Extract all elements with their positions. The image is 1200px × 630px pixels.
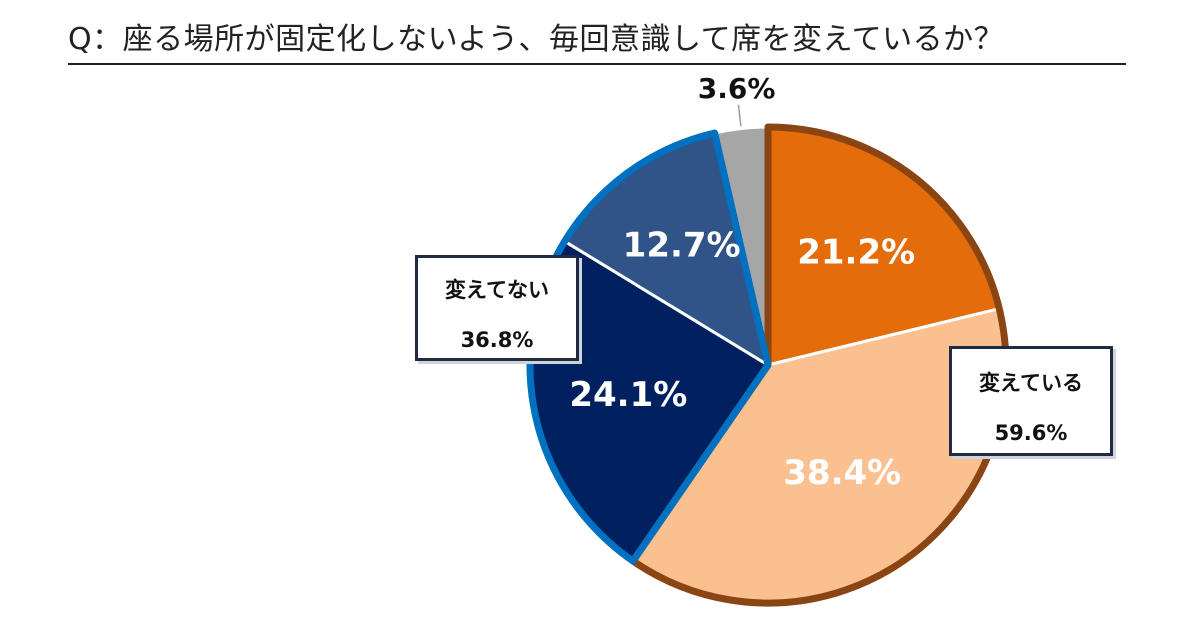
group-label-changing: 変えている [979,371,1083,395]
group-total-not-changing: 36.8% [460,328,534,352]
group-callout-not-changing: 変えてない 36.8% [415,255,579,361]
slice-label: 24.1% [569,375,687,415]
title-underline [68,63,1126,65]
group-label-not-changing: 変えてない [445,278,549,302]
slice-label: 3.6% [698,72,776,105]
group-callout-changing: 変えている 59.6% [949,346,1113,456]
leader-line [737,104,742,127]
slice-label: 38.4% [783,453,901,493]
chart-title: Q：座る場所が固定化しないよう、毎回意識して席を変えているか？ [68,22,1005,57]
group-total-changing: 59.6% [994,421,1068,445]
slice-label: 21.2% [797,233,915,273]
slice-label: 12.7% [623,225,741,265]
